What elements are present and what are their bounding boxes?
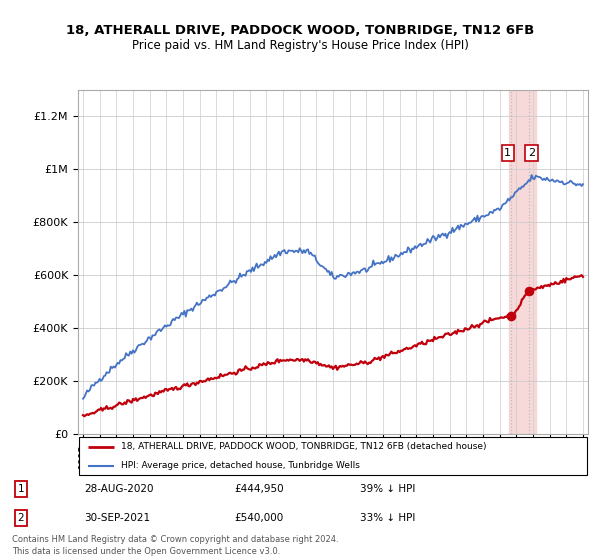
Text: 30-SEP-2021: 30-SEP-2021 <box>84 514 150 524</box>
Text: 18, ATHERALL DRIVE, PADDOCK WOOD, TONBRIDGE, TN12 6FB (detached house): 18, ATHERALL DRIVE, PADDOCK WOOD, TONBRI… <box>121 442 487 451</box>
Text: £540,000: £540,000 <box>234 514 283 524</box>
Text: 1: 1 <box>17 484 25 494</box>
Text: 1: 1 <box>504 148 511 158</box>
FancyBboxPatch shape <box>79 437 587 475</box>
Text: 2: 2 <box>528 148 535 158</box>
Point <box>524 287 533 296</box>
Text: 33% ↓ HPI: 33% ↓ HPI <box>360 514 415 524</box>
Text: Contains HM Land Registry data © Crown copyright and database right 2024.: Contains HM Land Registry data © Crown c… <box>12 535 338 544</box>
Bar <box>509 90 536 434</box>
Text: 39% ↓ HPI: 39% ↓ HPI <box>360 484 415 494</box>
Text: Price paid vs. HM Land Registry's House Price Index (HPI): Price paid vs. HM Land Registry's House … <box>131 39 469 52</box>
Text: £444,950: £444,950 <box>234 484 284 494</box>
Point <box>506 312 515 321</box>
Text: HPI: Average price, detached house, Tunbridge Wells: HPI: Average price, detached house, Tunb… <box>121 461 360 470</box>
Text: 2: 2 <box>17 514 25 524</box>
Text: 18, ATHERALL DRIVE, PADDOCK WOOD, TONBRIDGE, TN12 6FB: 18, ATHERALL DRIVE, PADDOCK WOOD, TONBRI… <box>66 24 534 37</box>
Text: 28-AUG-2020: 28-AUG-2020 <box>84 484 154 494</box>
Text: This data is licensed under the Open Government Licence v3.0.: This data is licensed under the Open Gov… <box>12 547 280 556</box>
